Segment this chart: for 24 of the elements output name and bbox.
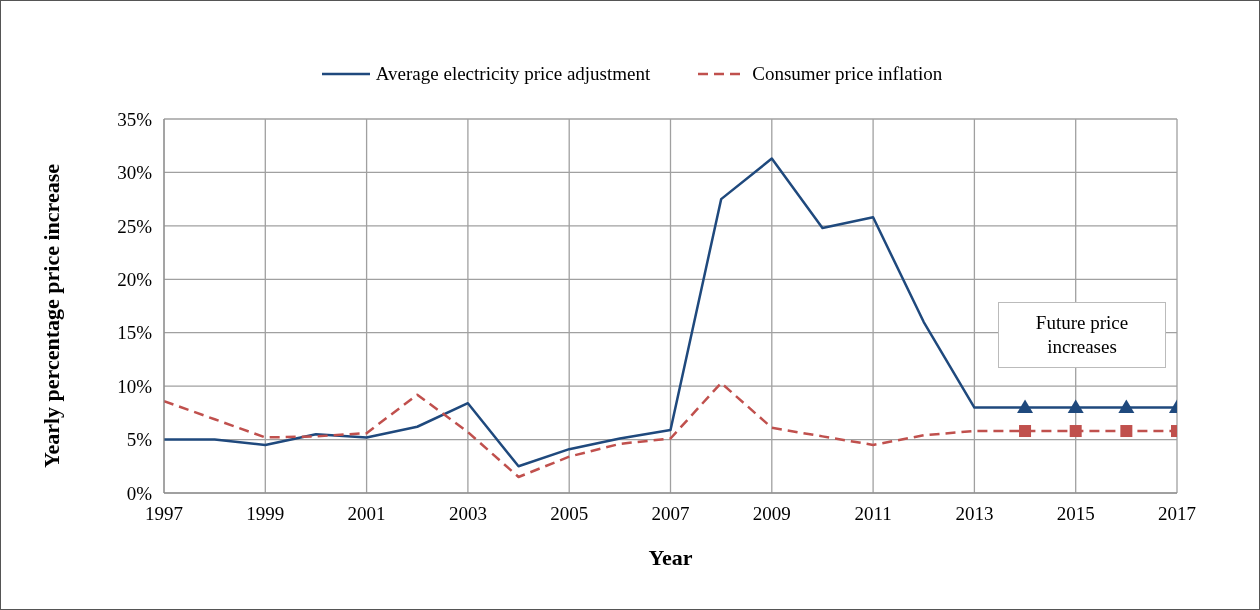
legend-label: Average electricity price adjustment xyxy=(375,63,651,85)
x-tick-label: 2001 xyxy=(347,503,386,525)
x-tick-label: 2017 xyxy=(1158,503,1196,525)
x-tick-label: 2013 xyxy=(955,503,994,525)
y-tick-label: 35% xyxy=(117,108,153,130)
y-tick-label: 30% xyxy=(117,162,153,184)
x-axis-title: Year xyxy=(648,544,693,570)
y-tick-label: 5% xyxy=(126,429,153,451)
y-tick-label: 25% xyxy=(117,215,153,237)
x-tick-label: 1999 xyxy=(246,503,285,525)
x-tick-label: 2011 xyxy=(854,503,892,525)
y-axis-title: Yearly percentage price increase xyxy=(38,163,64,469)
x-tick-label: 2009 xyxy=(752,503,791,525)
y-tick-label: 20% xyxy=(117,269,153,291)
x-tick-label: 1997 xyxy=(145,503,183,525)
x-tick-label: 2003 xyxy=(448,503,487,525)
y-tick-label: 10% xyxy=(117,375,153,397)
x-tick-label: 2015 xyxy=(1056,503,1095,525)
y-tick-label: 15% xyxy=(117,322,153,344)
callout-box: Future price increases xyxy=(998,302,1166,368)
y-tick-label: 0% xyxy=(126,482,153,504)
x-tick-label: 2007 xyxy=(651,503,690,525)
x-tick-label: 2005 xyxy=(550,503,589,525)
legend-label: Consumer price inflation xyxy=(752,63,943,85)
